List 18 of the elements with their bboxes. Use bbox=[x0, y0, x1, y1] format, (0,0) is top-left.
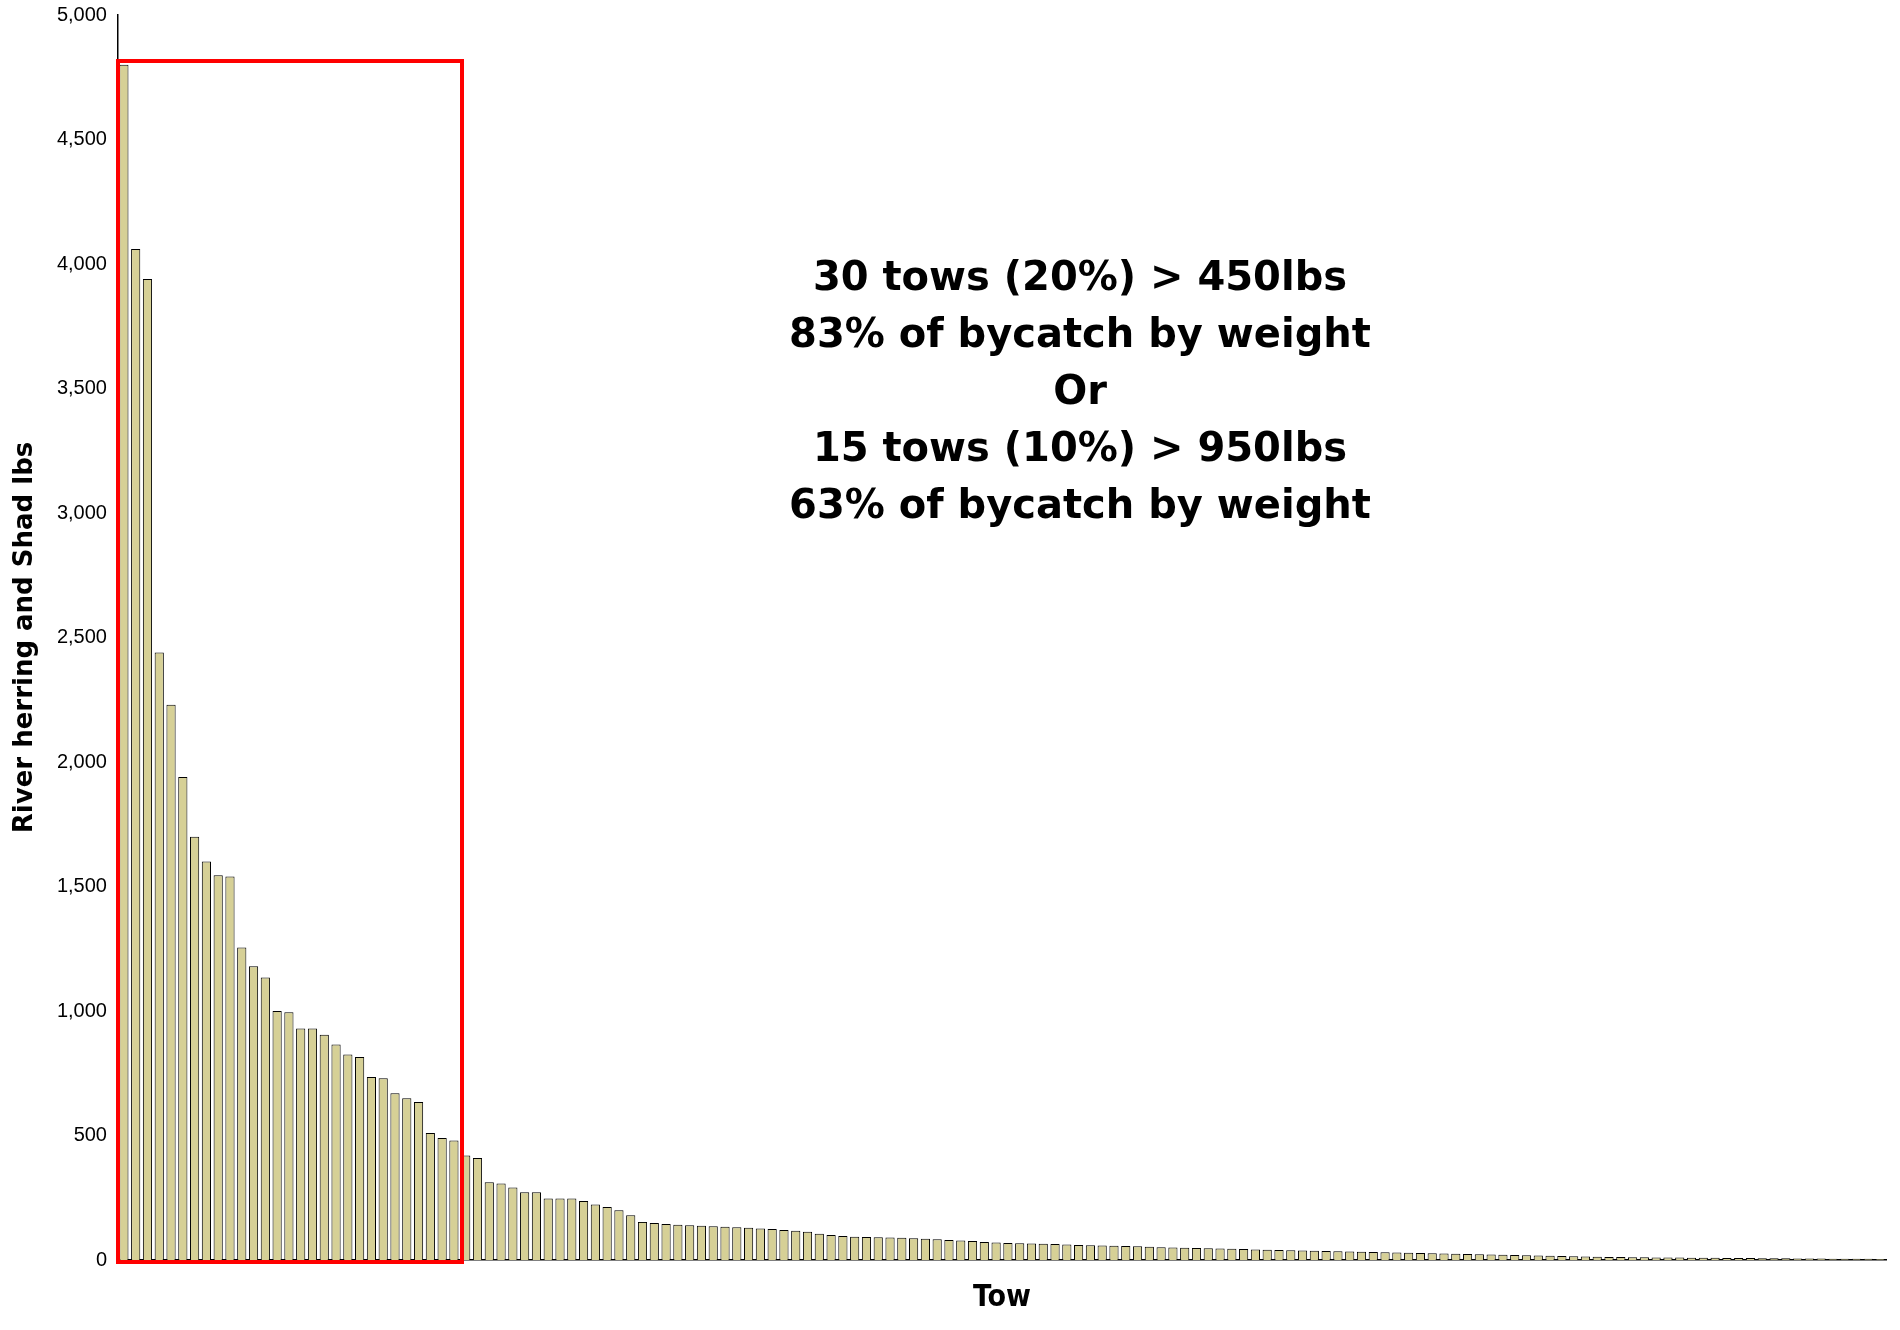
y-tick-label: 4,000 bbox=[56, 251, 107, 274]
y-tick-label: 3,000 bbox=[56, 500, 107, 523]
annotation: 30 tows (20%) > 450lbs bbox=[811, 252, 1349, 301]
y-tick-label: 5,000 bbox=[56, 2, 107, 25]
y-tick-label: 3,500 bbox=[56, 376, 107, 399]
annotation: 63% of bycatch by weight bbox=[788, 480, 1372, 529]
y-axis-title: River herring and Shad lbs bbox=[8, 441, 39, 834]
annotation: Or bbox=[1052, 366, 1108, 415]
y-tick-label: 2,500 bbox=[56, 625, 107, 648]
annotation: 15 tows (10%) > 950lbs bbox=[811, 423, 1349, 472]
y-tick-label: 4,500 bbox=[56, 127, 107, 150]
y-tick-label: 0 bbox=[95, 1247, 107, 1270]
y-tick-label: 1,000 bbox=[56, 998, 107, 1021]
annotation: 83% of bycatch by weight bbox=[788, 309, 1372, 358]
y-tick-label: 1,500 bbox=[56, 874, 107, 897]
x-axis-title: Tow bbox=[973, 1277, 1032, 1313]
y-tick-label: 2,000 bbox=[56, 749, 107, 772]
y-tick-label: 500 bbox=[73, 1123, 107, 1146]
